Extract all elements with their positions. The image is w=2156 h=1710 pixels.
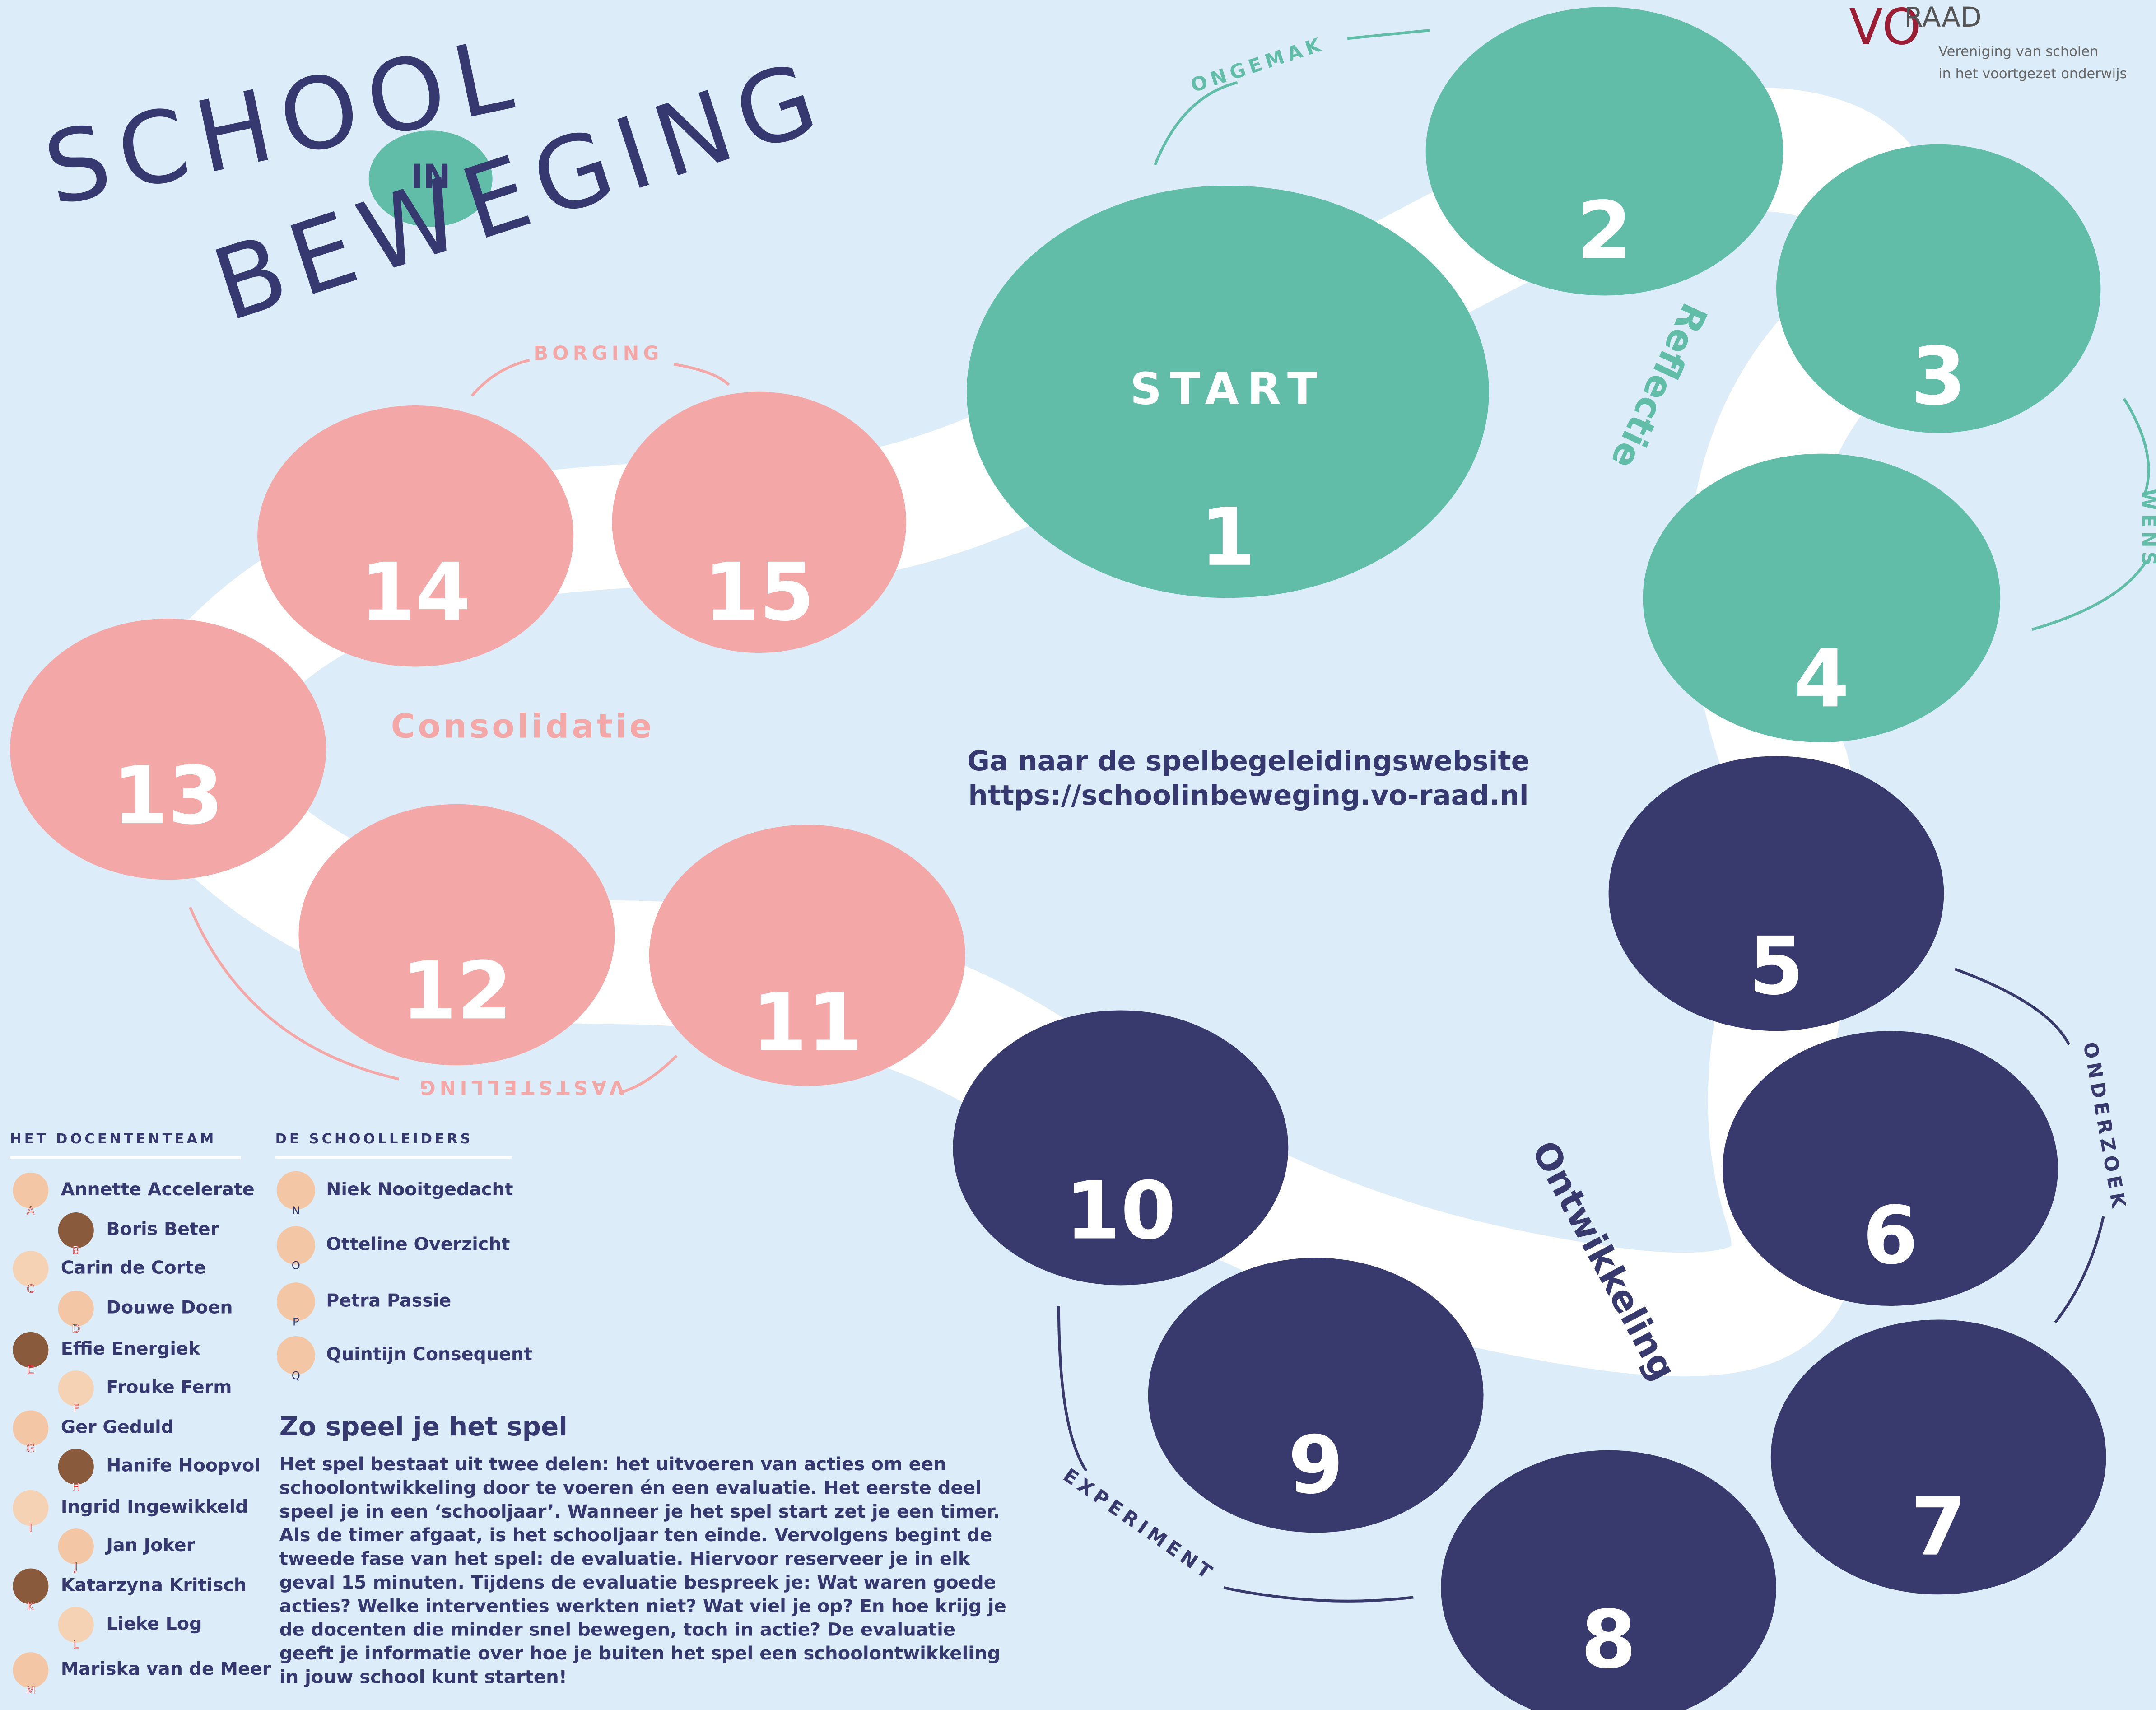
member-name: Frouke Ferm [106, 1377, 232, 1398]
avatar [58, 1212, 94, 1248]
space-number: 15 [703, 546, 815, 639]
avatar-letter: D [72, 1322, 80, 1335]
rules-text: acties? Welke interventies werkten niet?… [279, 1596, 1006, 1617]
member-name: Mariska van de Meer [61, 1659, 271, 1679]
avatar-letter: J [74, 1560, 78, 1573]
avatar [13, 1173, 48, 1208]
logo: in het voortgezet onderwijs [1938, 66, 2127, 82]
rules-text: Als de timer afgaat, is het schooljaar t… [279, 1525, 992, 1546]
avatar-letter: Q [292, 1369, 300, 1382]
space-number: 5 [1749, 920, 1804, 1013]
avatar [58, 1291, 94, 1327]
avatar [13, 1652, 48, 1688]
member-name: Lieke Log [106, 1613, 202, 1634]
member-name: Ger Geduld [61, 1416, 174, 1437]
logo: RAAD [1904, 1, 1982, 33]
arrow-label: BORGING [534, 342, 663, 365]
avatar-letter: K [27, 1600, 35, 1613]
member-name: Katarzyna Kritisch [61, 1575, 247, 1596]
avatar-letter: P [293, 1315, 299, 1328]
rules-title: Zo speel je het spel [279, 1411, 568, 1442]
avatar-letter: B [72, 1244, 80, 1257]
list-title: DE SCHOOLLEIDERS [275, 1131, 473, 1147]
avatar-letter: E [27, 1363, 34, 1376]
rules-text: speel je in een ‘schooljaar’. Wanneer je… [279, 1501, 1000, 1522]
rules-text: geeft je informatie over hoe je buiten h… [279, 1643, 1001, 1664]
space-number: 11 [752, 976, 863, 1069]
space-number: 2 [1577, 184, 1632, 277]
space-number: 7 [1911, 1481, 1966, 1574]
start-label: START [1130, 363, 1326, 414]
space-number: 4 [1794, 632, 1849, 725]
avatar-letter: G [26, 1442, 35, 1455]
member-name: Petra Passie [326, 1290, 451, 1311]
space-number: 3 [1911, 330, 1966, 423]
avatar [58, 1370, 94, 1406]
member-name: Quintijn Consequent [326, 1344, 532, 1365]
avatar [13, 1410, 48, 1446]
space-number: 13 [112, 749, 224, 842]
rules-text: geval 15 minuten. Tijdens de evaluatie b… [279, 1572, 996, 1593]
avatar-letter: I [29, 1521, 32, 1534]
member-name: Carin de Corte [61, 1257, 206, 1278]
avatar [13, 1332, 48, 1368]
avatar-letter: N [292, 1204, 300, 1217]
rules-text: in jouw school kunt starten! [279, 1667, 567, 1687]
rules-text: Het spel bestaat uit twee delen: het uit… [279, 1454, 946, 1475]
avatar-letter: A [27, 1204, 34, 1217]
member-name: Niek Nooitgedacht [326, 1179, 513, 1200]
list-title: HET DOCENTENTEAM [10, 1131, 216, 1147]
space-number: 6 [1863, 1189, 1918, 1282]
avatar [13, 1568, 48, 1604]
avatar-letter: C [27, 1282, 34, 1295]
game-board: 123456789101112131415START SCHOOLINBEWEG… [0, 0, 2156, 1710]
avatar-letter: L [73, 1638, 79, 1651]
member-name: Effie Energiek [61, 1338, 201, 1359]
avatar [58, 1449, 94, 1485]
rules-text: de docenten die minder snel bewegen, toc… [279, 1620, 955, 1640]
member-name: Jan Joker [105, 1535, 195, 1556]
space-number: 1 [1200, 491, 1256, 584]
avatar-letter: O [292, 1259, 300, 1272]
avatar-letter: H [72, 1480, 80, 1493]
avatar [13, 1490, 48, 1526]
logo: Vereniging van scholen [1938, 44, 2098, 60]
space-number: 14 [360, 546, 471, 639]
rules-text: tweede fase van het spel: de evaluatie. … [279, 1549, 971, 1570]
space-number: 9 [1288, 1419, 1344, 1512]
member-name: Ingrid Ingewikkeld [61, 1496, 248, 1517]
avatar-letter: M [26, 1683, 35, 1696]
space-number: 8 [1581, 1593, 1636, 1686]
member-name: Otteline Overzicht [326, 1234, 510, 1255]
phase-label: Consolidatie [391, 707, 655, 746]
website: Ga naar de spelbegeleidingswebsite [967, 745, 1530, 777]
member-name: Boris Beter [106, 1219, 219, 1239]
space-number: 10 [1065, 1164, 1176, 1257]
member-name: Hanife Hoopvol [106, 1455, 261, 1476]
website-url: https://schoolinbeweging.vo-raad.nl [968, 779, 1528, 811]
avatar-letter: F [73, 1402, 79, 1415]
space-number: 12 [401, 944, 512, 1037]
avatar [58, 1607, 94, 1643]
member-name: Douwe Doen [106, 1297, 233, 1318]
arrow-label: WENS [2137, 489, 2156, 570]
rules-text: schoolontwikkeling door te voeren én een… [279, 1477, 982, 1498]
arrow-label: VASTSTELLING [416, 1076, 624, 1098]
avatar [13, 1251, 48, 1286]
avatar [58, 1528, 94, 1564]
member-name: Annette Accelerate [61, 1179, 255, 1200]
